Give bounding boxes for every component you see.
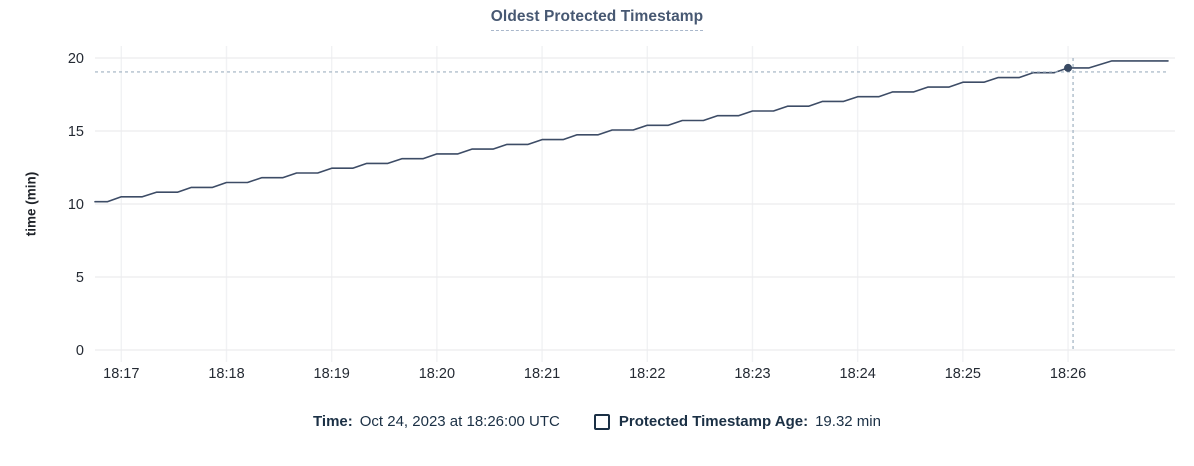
x-axis-tick-label: 18:25 xyxy=(945,366,981,382)
y-axis-tick-label: 20 xyxy=(68,51,84,67)
series-label: Protected Timestamp Age: xyxy=(618,413,809,430)
series-toggle-swatch[interactable] xyxy=(593,413,610,430)
chart-title[interactable]: Oldest Protected Timestamp xyxy=(490,8,704,31)
x-axis-tick-label: 18:20 xyxy=(419,366,455,382)
x-axis-tick-label: 18:24 xyxy=(840,366,876,382)
hover-time-value: Oct 24, 2023 at 18:26:00 UTC xyxy=(359,413,560,430)
hover-time-label: Time: xyxy=(313,413,353,430)
x-axis-tick-label: 18:21 xyxy=(524,366,560,382)
series-value: 19.32 min xyxy=(815,413,881,430)
y-axis-tick-label: 5 xyxy=(76,270,84,286)
x-axis-tick-label: 18:26 xyxy=(1050,366,1086,382)
hover-point-dot xyxy=(1064,63,1073,72)
x-axis-tick-label: 18:19 xyxy=(314,366,350,382)
chart-title-row: Oldest Protected Timestamp xyxy=(0,8,1194,31)
x-axis-tick-label: 18:23 xyxy=(734,366,770,382)
hover-legend: Time: Oct 24, 2023 at 18:26:00 UTC Prote… xyxy=(0,413,1194,430)
chart-svg[interactable]: 0 5 10 15 20 18:17 18:18 18:19 18:20 18:21 18:22 18… xyxy=(0,0,1194,400)
x-axis-tick-label: 18:18 xyxy=(208,366,244,382)
y-axis-tick-label: 0 xyxy=(76,343,84,359)
series-line xyxy=(94,60,1169,203)
hover-time-group: Time: Oct 24, 2023 at 18:26:00 UTC xyxy=(313,413,560,430)
y-axis-tick-label: 15 xyxy=(68,124,84,140)
series-legend-group: Protected Timestamp Age: 19.32 min xyxy=(593,413,881,430)
y-axis-tick-label: 10 xyxy=(68,197,84,213)
x-axis-tick-label: 18:17 xyxy=(103,366,139,382)
x-axis-tick-label: 18:22 xyxy=(629,366,665,382)
y-axis-title: time (min) xyxy=(23,171,39,237)
